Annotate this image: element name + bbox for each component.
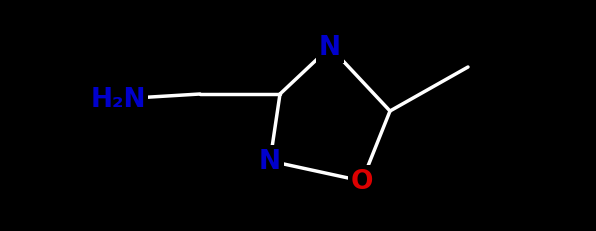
Text: N: N: [259, 148, 281, 174]
Text: N: N: [319, 35, 341, 61]
Text: O: O: [351, 168, 373, 194]
Text: H₂N: H₂N: [90, 87, 146, 112]
